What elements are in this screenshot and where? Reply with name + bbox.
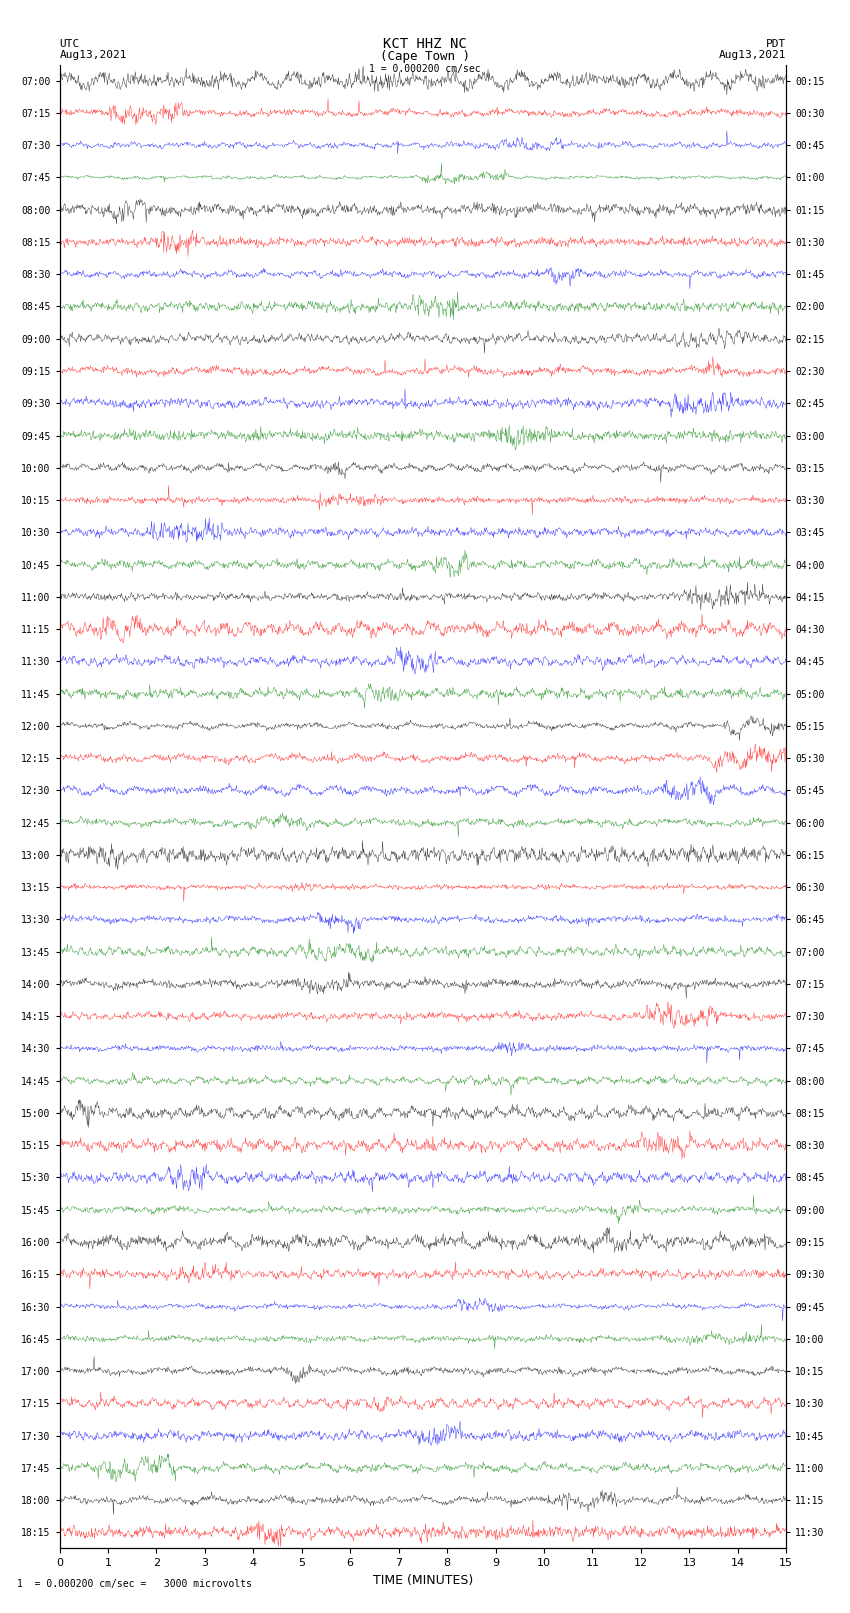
Text: UTC: UTC [60, 39, 80, 48]
Text: KCT HHZ NC: KCT HHZ NC [383, 37, 467, 50]
Text: Aug13,2021: Aug13,2021 [60, 50, 127, 60]
Text: 1 = 0.000200 cm/sec: 1 = 0.000200 cm/sec [369, 65, 481, 74]
X-axis label: TIME (MINUTES): TIME (MINUTES) [373, 1574, 473, 1587]
Text: (Cape Town ): (Cape Town ) [380, 50, 470, 63]
Text: Aug13,2021: Aug13,2021 [719, 50, 786, 60]
Text: 1  = 0.000200 cm/sec =   3000 microvolts: 1 = 0.000200 cm/sec = 3000 microvolts [17, 1579, 252, 1589]
Text: PDT: PDT [766, 39, 786, 48]
